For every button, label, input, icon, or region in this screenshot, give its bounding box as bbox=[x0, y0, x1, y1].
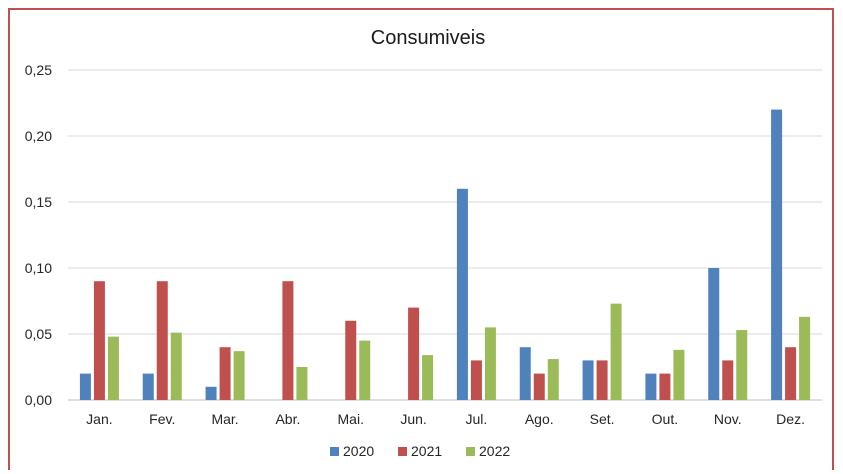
x-tick-label: Ago. bbox=[525, 411, 554, 427]
x-tick-label: Jun. bbox=[400, 411, 426, 427]
bar-2021-12 bbox=[785, 347, 797, 400]
bar-2021-3 bbox=[219, 347, 231, 400]
y-tick-label: 0,25 bbox=[25, 62, 52, 78]
bar-2022-4 bbox=[296, 367, 308, 400]
y-tick-label: 0,15 bbox=[25, 194, 52, 210]
x-tick-label: Dez. bbox=[776, 411, 805, 427]
legend-swatch bbox=[330, 447, 339, 456]
x-tick-label: Jul. bbox=[466, 411, 488, 427]
bar-2022-2 bbox=[170, 332, 182, 400]
bar-2021-8 bbox=[533, 373, 545, 400]
bar-2021-1 bbox=[93, 281, 105, 400]
legend: 2020 2021 2022 bbox=[330, 443, 510, 459]
x-tick-label: Abr. bbox=[275, 411, 300, 427]
y-axis-tick-labels: 0,00 0,05 0,10 0,15 0,20 0,25 bbox=[25, 62, 52, 408]
bar-2021-4 bbox=[282, 281, 294, 400]
bar-2020-9 bbox=[582, 360, 594, 400]
bar-2022-12 bbox=[799, 316, 811, 400]
y-tick-label: 0,20 bbox=[25, 128, 52, 144]
bar-2020-10 bbox=[645, 373, 657, 400]
x-tick-label: Mai. bbox=[338, 411, 364, 427]
x-tick-label: Out. bbox=[652, 411, 678, 427]
bar-2022-11 bbox=[736, 330, 748, 400]
bar-2020-8 bbox=[519, 347, 531, 400]
x-tick-label: Nov. bbox=[714, 411, 742, 427]
bar-2022-10 bbox=[673, 349, 685, 400]
y-tick-label: 0,10 bbox=[25, 260, 52, 276]
bar-2020-2 bbox=[142, 373, 154, 400]
chart-title: Consumiveis bbox=[371, 27, 485, 49]
legend-label: 2021 bbox=[411, 443, 442, 459]
x-tick-label: Jan. bbox=[86, 411, 112, 427]
bar-2022-9 bbox=[610, 303, 622, 400]
bar-2021-7 bbox=[470, 360, 482, 400]
bar-2022-5 bbox=[359, 340, 371, 400]
bar-2021-5 bbox=[345, 320, 357, 400]
bar-2022-6 bbox=[422, 355, 434, 400]
bar-2021-6 bbox=[408, 307, 420, 400]
gridlines bbox=[68, 69, 822, 401]
legend-swatch bbox=[398, 447, 407, 456]
bar-2022-7 bbox=[484, 327, 496, 400]
bar-2022-3 bbox=[233, 351, 245, 400]
bar-2020-7 bbox=[456, 188, 468, 400]
bar-2022-1 bbox=[107, 336, 119, 400]
bar-2021-2 bbox=[156, 281, 168, 400]
y-tick-label: 0,05 bbox=[25, 326, 52, 342]
bar-2021-9 bbox=[596, 360, 608, 400]
legend-label: 2020 bbox=[343, 443, 374, 459]
bar-2021-11 bbox=[722, 360, 734, 400]
legend-label: 2022 bbox=[479, 443, 510, 459]
bar-2020-3 bbox=[205, 386, 217, 400]
legend-swatch bbox=[466, 447, 475, 456]
bar-2020-12 bbox=[771, 109, 783, 400]
bars bbox=[79, 109, 811, 400]
x-tick-label: Set. bbox=[590, 411, 615, 427]
bar-2020-11 bbox=[708, 268, 720, 400]
x-tick-label: Mar. bbox=[211, 411, 238, 427]
bar-2021-10 bbox=[659, 373, 671, 400]
y-tick-label: 0,00 bbox=[25, 392, 52, 408]
bar-2022-8 bbox=[547, 359, 559, 400]
x-tick-label: Fev. bbox=[149, 411, 175, 427]
bar-2020-1 bbox=[79, 373, 91, 400]
x-axis-tick-labels: Jan. Fev. Mar. Abr. Mai. Jun. Jul. Ago. Set. Out.… bbox=[86, 411, 805, 427]
